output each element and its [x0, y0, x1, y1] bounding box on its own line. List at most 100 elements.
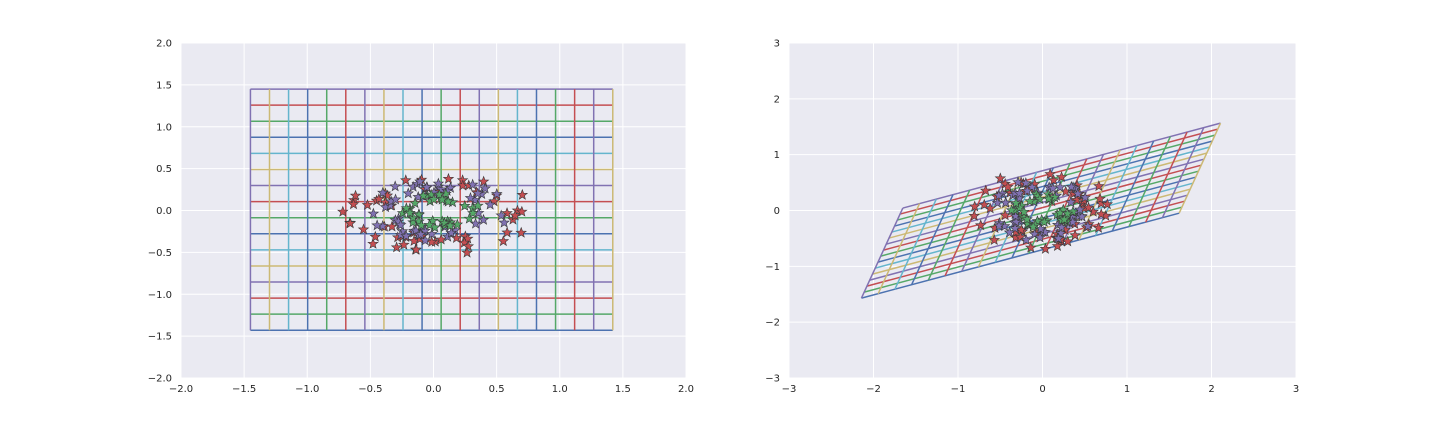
- star-point-0-28: [349, 189, 362, 201]
- x-tick-label-4: 0.0: [426, 384, 442, 395]
- star-point-1-27: [389, 180, 401, 192]
- star-point-2-22: [433, 188, 446, 200]
- y-tick-label-0: 2.0: [156, 39, 172, 50]
- star-point-2-37: [1010, 197, 1022, 209]
- star-point-0-54: [974, 219, 987, 231]
- star-point-1-43: [498, 216, 510, 228]
- star-point-1-49: [389, 193, 402, 205]
- star-point-0-58: [410, 243, 422, 255]
- star-point-0-53: [347, 198, 360, 210]
- star-point-1-13: [495, 209, 507, 221]
- star-point-1-37: [1065, 196, 1077, 208]
- star-point-1-24: [1076, 210, 1088, 222]
- star-point-0-19: [435, 233, 447, 245]
- star-point-2-32: [1061, 207, 1074, 219]
- mesh-row-9: [886, 158, 1205, 245]
- star-point-0-38: [361, 199, 374, 210]
- y-tick-label-6: −1.0: [148, 290, 172, 301]
- x-tick-label-0: −3: [782, 384, 797, 395]
- star-point-2-3: [463, 212, 476, 224]
- x-tick-label-5: 2: [1208, 384, 1214, 395]
- y-tick-label-3: 0: [774, 206, 780, 217]
- mesh-col-19: [1178, 122, 1222, 214]
- star-point-2-28: [1054, 207, 1066, 218]
- star-point-2-36: [1021, 213, 1033, 225]
- star-point-1-30: [432, 177, 445, 189]
- star-point-0-35: [1055, 171, 1068, 183]
- star-point-2-36: [400, 202, 413, 214]
- x-tick-label-2: −1.0: [295, 384, 319, 395]
- x-tick-label-1: −1.5: [232, 384, 256, 395]
- y-tick-label-1: 2: [774, 94, 780, 105]
- star-point-0-40: [337, 205, 349, 217]
- x-tick-label-5: 0.5: [489, 384, 505, 395]
- star-point-0-55: [1039, 242, 1052, 254]
- star-point-0-57: [501, 207, 513, 219]
- star-point-2-39: [428, 193, 440, 205]
- star-point-0-7: [1095, 208, 1108, 220]
- star-point-1-38: [384, 199, 397, 211]
- star-point-0-43: [516, 205, 528, 217]
- star-point-2-38: [423, 218, 436, 230]
- star-point-0-50: [357, 223, 370, 235]
- mesh-row-12: [894, 140, 1213, 227]
- star-point-0-1: [1069, 229, 1081, 241]
- chart-right: −3 −2 −1 0 1 2 3 3 2 1 0 −1 −2 −3: [765, 39, 1299, 396]
- star-point-1-51: [414, 175, 426, 187]
- star-point-1-10: [402, 187, 415, 199]
- x-tick-label-7: 1.5: [615, 384, 631, 395]
- star-point-1-29: [1074, 203, 1086, 215]
- x-tick-label-3: −0.5: [358, 384, 382, 395]
- star-point-1-14: [367, 207, 380, 219]
- mesh-row-1: [864, 206, 1183, 293]
- y-tick-label-6: −3: [765, 374, 780, 385]
- star-point-0-47: [509, 209, 521, 221]
- star-point-2-31: [1024, 195, 1036, 207]
- star-point-1-19: [1020, 233, 1032, 245]
- x-tick-label-1: −2: [866, 384, 881, 395]
- star-point-2-14: [451, 218, 464, 230]
- star-point-1-30: [1013, 192, 1026, 204]
- mesh-row-2: [866, 200, 1185, 287]
- star-point-1-26: [491, 188, 503, 199]
- star-point-2-29: [438, 217, 451, 228]
- star-point-0-17: [988, 234, 1001, 246]
- y-tick-label-5: −2: [765, 318, 780, 329]
- star-point-1-37: [471, 187, 484, 199]
- mesh-row-0: [861, 212, 1180, 299]
- star-point-2-37: [404, 206, 416, 218]
- star-point-0-55: [442, 172, 455, 184]
- y-tick-label-8: −2.0: [148, 374, 172, 385]
- star-point-1-42: [999, 196, 1012, 208]
- mesh-col-2: [894, 198, 937, 290]
- y-tick-label-7: −1.5: [148, 332, 172, 343]
- star-point-0-49: [390, 241, 403, 253]
- y-tick-label-3: 0.5: [156, 164, 172, 175]
- star-point-0-56: [373, 193, 385, 204]
- y-tick-label-1: 1.5: [156, 80, 172, 91]
- star-point-0-35: [344, 217, 356, 229]
- star-point-0-59: [461, 246, 473, 258]
- star-point-0-3: [477, 175, 490, 187]
- mesh-row-4: [872, 188, 1191, 275]
- star-point-0-9: [497, 235, 510, 247]
- star-point-1-38: [1012, 176, 1024, 188]
- star-point-2-26: [1067, 205, 1079, 217]
- star-point-1-53: [445, 226, 458, 238]
- star-point-1-41: [1079, 191, 1091, 203]
- star-point-1-52: [1003, 226, 1016, 238]
- star-point-0-42: [1070, 194, 1083, 205]
- mesh-row-14: [899, 128, 1218, 215]
- star-point-2-24: [1048, 191, 1061, 203]
- star-point-0-36: [369, 230, 382, 242]
- star-point-1-44: [394, 218, 407, 230]
- star-point-2-30: [472, 199, 484, 211]
- star-point-1-39: [414, 228, 427, 240]
- star-point-1-29: [371, 219, 383, 231]
- mesh-row-13: [897, 134, 1216, 221]
- star-point-1-39: [993, 219, 1005, 231]
- star-point-2-35: [1027, 220, 1039, 232]
- star-point-1-53: [1065, 180, 1078, 192]
- x-tick-label-6: 1.0: [552, 384, 568, 395]
